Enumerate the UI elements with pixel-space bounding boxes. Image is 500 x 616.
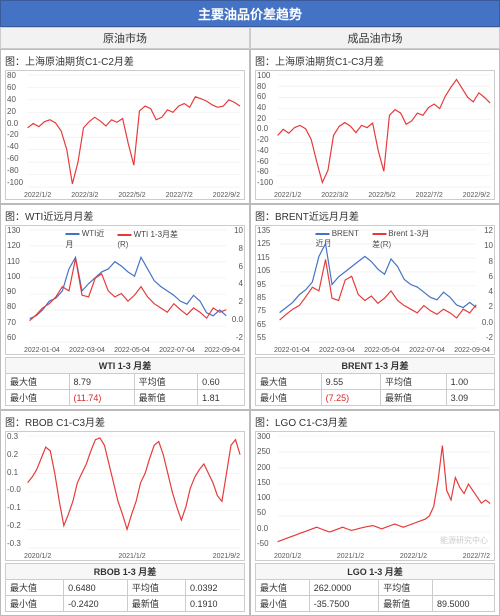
panel-p4: 图：BRENT近远月月差 1351251151059585756555121086… [250,204,500,410]
panel-title: 图：WTI近远月月差 [5,208,245,223]
panel-title: 图：LGO C1-C3月差 [255,414,495,429]
chart-grid: 图：上海原油期货C1-C2月差 806040200.0-20-40-60-80-1… [0,49,500,616]
chart: 1351251151059585756555121086420.0-2 BREN… [255,225,495,355]
panel-p1: 图：上海原油期货C1-C2月差 806040200.0-20-40-60-80-1… [0,49,250,204]
x-axis: 2022/1/22022/3/22022/5/22022/7/22022/9/2 [24,192,240,199]
col-left: 原油市场 [0,27,250,49]
stats-table: WTI 1-3 月差最大值8.79平均值0.60最小值(11.74)最新值1.8… [5,357,245,406]
x-axis: 2022/1/22022/3/22022/5/22022/7/22022/9/2 [274,192,490,199]
panel-p2: 图：上海原油期货C1-C3月差 100806040200.0-20-40-60-8… [250,49,500,204]
panel-p5: 图：RBOB C1-C3月差 0.30.20.1-0.0-0.1-0.2-0.32… [0,410,250,616]
chart: 300250200150100500.0-502020/1/22021/1/22… [255,431,495,561]
chart: 100806040200.0-20-40-60-80-1002022/1/220… [255,70,495,200]
x-axis: 2022-01-042022-03-042022-05-042022-07-04… [24,347,240,354]
chart: 0.30.20.1-0.0-0.1-0.2-0.32020/1/22021/1/… [5,431,245,561]
col-right: 成品油市场 [250,27,500,49]
column-headers: 原油市场 成品油市场 [0,27,500,49]
panel-title: 图：BRENT近远月月差 [255,208,495,223]
x-axis: 2020/1/22021/1/22021/9/2 [24,553,240,560]
chart: 130120110100908070601086420.0-2 WTI近月 WT… [5,225,245,355]
main-title: 主要油品价差趋势 [0,0,500,27]
panel-title: 图：RBOB C1-C3月差 [5,414,245,429]
stats-table: BRENT 1-3 月差最大值9.55平均值1.00最小值(7.25)最新值3.… [255,357,495,406]
x-axis: 2022-01-042022-03-042022-05-042022-07-04… [274,347,490,354]
chart: 806040200.0-20-40-60-80-1002022/1/22022/… [5,70,245,200]
panel-p6: 图：LGO C1-C3月差 300250200150100500.0-502020… [250,410,500,616]
panel-title: 图：上海原油期货C1-C2月差 [5,53,245,68]
panel-title: 图：上海原油期货C1-C3月差 [255,53,495,68]
watermark: 能源研究中心 [440,535,488,546]
panel-p3: 图：WTI近远月月差 130120110100908070601086420.0-… [0,204,250,410]
x-axis: 2020/1/22021/1/22022/1/22022/7/2 [274,553,490,560]
